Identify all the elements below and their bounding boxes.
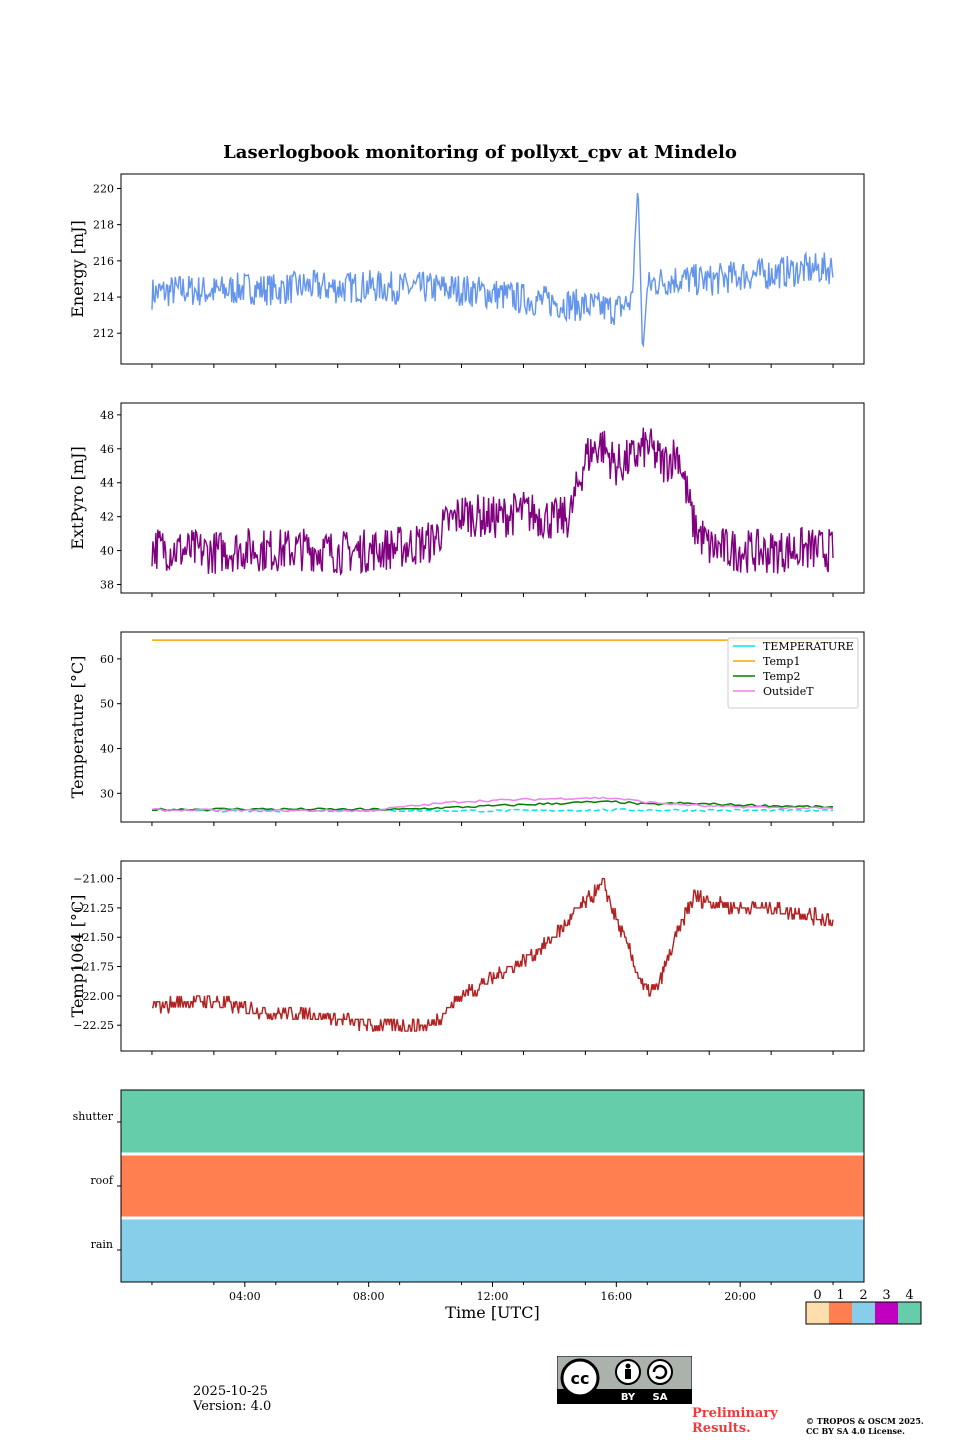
status-band-rain (121, 1218, 864, 1282)
ytick-label: 60 (100, 653, 114, 666)
colorbar-tick: 4 (905, 1288, 913, 1303)
colorbar-tick: 3 (882, 1288, 890, 1303)
legend-entry: Temp2 (763, 670, 800, 683)
colorbar-tick: 2 (859, 1288, 867, 1303)
colorbar-swatch (806, 1302, 829, 1324)
ylabel: Temperature [°C] (68, 656, 87, 799)
ytick-label: 44 (100, 477, 114, 490)
panel-energy: 212 214 216 218 220 Energy [mJ] (68, 173, 865, 368)
ylabel: ExtPyro [mJ] (68, 446, 87, 549)
ytick-label: 42 (100, 511, 114, 524)
ytick-label: 40 (100, 743, 114, 756)
copyright-line-2: CC BY SA 4.0 License. (806, 1426, 905, 1436)
ytick-label: −21.25 (73, 902, 114, 915)
series-line-temp2 (151, 800, 834, 812)
colorbar-frame (805, 1301, 922, 1325)
status-band-shutter (121, 1090, 864, 1154)
colorbar-swatch (898, 1302, 921, 1324)
version-label: Version: 4.0 (193, 1399, 272, 1414)
ytick-label: −21.75 (73, 961, 114, 974)
ytick-label: −21.00 (73, 873, 114, 886)
xtick-label: 12:00 (477, 1290, 509, 1303)
status-row-label: rain (91, 1238, 113, 1251)
xlabel: Time [UTC] (445, 1303, 539, 1322)
ytick-label: 30 (100, 787, 114, 800)
colorbar-swatch (875, 1302, 898, 1324)
series-line-temp1064 (152, 877, 834, 1032)
by-text: BY (621, 1392, 636, 1403)
ytick-label: −21.50 (73, 931, 114, 944)
ytick-label: 38 (100, 579, 114, 592)
legend-entry: Temp1 (763, 655, 800, 668)
legend-entry: TEMPERATURE (763, 640, 854, 653)
ylabel: Energy [mJ] (68, 220, 87, 318)
panel-extpyro: 38 40 42 44 46 48 ExtPyro [mJ] (68, 402, 865, 597)
colorbar-tick: 0 (813, 1288, 821, 1303)
preliminary-line-2: Results. (692, 1421, 751, 1436)
series-line-extpyro (151, 427, 834, 576)
chart-title: Laserlogbook monitoring of pollyxt_cpv a… (223, 142, 737, 163)
ytick-label: 220 (93, 182, 114, 195)
legend-entry: OutsideT (763, 685, 814, 698)
status-row-label: shutter (73, 1110, 114, 1123)
ytick-label: 50 (100, 698, 114, 711)
copyright-line-1: © TROPOS & OSCM 2025. (806, 1416, 924, 1426)
status-row-label: roof (90, 1174, 114, 1187)
legend: TEMPERATURE Temp1 Temp2 OutsideT (727, 637, 859, 709)
ytick-label: 46 (100, 443, 114, 456)
panel-temperature: 30 40 50 60 Temperature [°C] TEMPERATURE Temp1… (68, 631, 865, 826)
status-band-roof (121, 1154, 864, 1218)
series-line-temperature (151, 808, 834, 813)
series-line-outsidet (151, 796, 834, 813)
colorbar-swatch (829, 1302, 852, 1324)
cc-by-sa-badge: cc BY SA (557, 1356, 692, 1404)
xtick-label: 16:00 (600, 1290, 632, 1303)
ytick-label: −22.25 (73, 1019, 114, 1032)
date-label: 2025-10-25 (193, 1384, 268, 1399)
xtick-label: 08:00 (353, 1290, 385, 1303)
colorbar-tick: 1 (836, 1288, 844, 1303)
xtick-label: 20:00 (724, 1290, 756, 1303)
preliminary-line-1: Preliminary (692, 1406, 778, 1421)
plot-area (120, 173, 865, 365)
ytick-label: 48 (100, 409, 114, 422)
legend-box (727, 637, 859, 709)
sa-text: SA (653, 1392, 668, 1403)
plot-area (120, 860, 865, 1052)
ytick-label: −22.00 (73, 990, 114, 1003)
cc-icon (560, 1358, 600, 1398)
cc-text: cc (571, 1369, 590, 1388)
colorbar-swatch (852, 1302, 875, 1324)
ytick-label: 212 (93, 327, 114, 340)
ylabel: Temp1064 [°C] (68, 895, 87, 1018)
panels: 212 214 216 218 220 Energy [mJ] 38 40 42 44 46 48 Ex… (68, 173, 865, 1055)
ytick-label: 216 (93, 255, 114, 268)
panel-temp1064: −22.25 −22.00 −21.75 −21.50 −21.25 −21.00 Temp… (68, 860, 865, 1055)
sa-icon (647, 1359, 673, 1385)
ytick-label: 218 (93, 219, 114, 232)
status-panel: shutter roof rain 04:00 08:00 12:00 16:00 20:00… (73, 1089, 865, 1322)
ytick-label: 40 (100, 545, 114, 558)
series-line-energy (151, 193, 834, 348)
xtick-label: 04:00 (229, 1290, 261, 1303)
ytick-label: 214 (93, 291, 114, 304)
